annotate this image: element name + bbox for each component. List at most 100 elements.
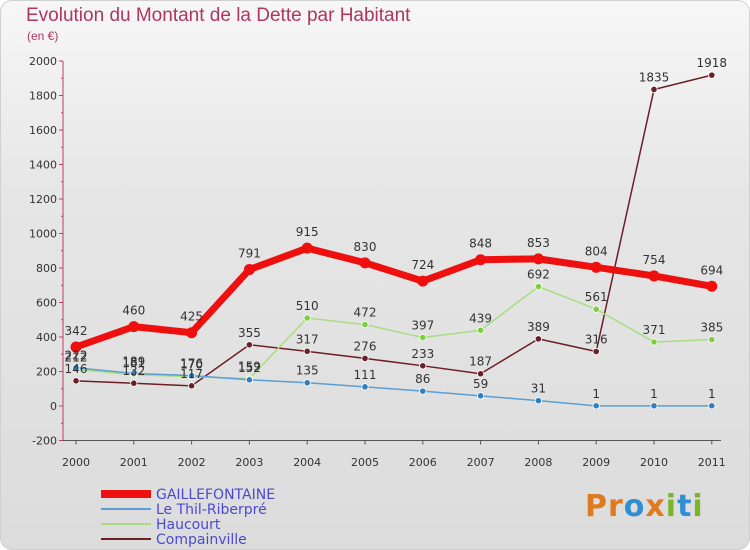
data-point (70, 341, 82, 353)
data-point (72, 377, 80, 385)
data-label: 561 (585, 290, 608, 304)
data-label: 510 (296, 299, 319, 313)
data-label: 754 (643, 253, 666, 267)
y-tick-label: 600 (36, 297, 57, 310)
data-point (419, 387, 427, 395)
y-tick-label: 2000 (29, 55, 57, 68)
data-point (650, 85, 658, 94)
data-point (476, 326, 485, 334)
data-point (592, 305, 600, 313)
data-point (72, 364, 80, 372)
data-label: 222 (65, 349, 88, 363)
data-point (648, 270, 660, 282)
data-label: 371 (643, 323, 666, 337)
data-label: 1835 (639, 70, 670, 84)
y-tick-label: 200 (36, 366, 57, 379)
data-label: 317 (296, 332, 319, 346)
data-point (186, 327, 198, 339)
data-label: 460 (122, 304, 145, 318)
data-point (708, 402, 716, 410)
x-tick-label: 2003 (235, 456, 263, 469)
data-label: 276 (354, 339, 377, 353)
data-point (708, 335, 716, 344)
data-point (361, 320, 369, 329)
data-point (245, 341, 253, 349)
data-label: 135 (296, 364, 319, 378)
data-label: 848 (469, 237, 492, 251)
x-tick-label: 2007 (467, 456, 495, 469)
data-point (476, 370, 485, 378)
data-label: 389 (527, 320, 550, 334)
data-point (650, 402, 658, 410)
series-line-0 (72, 244, 716, 351)
data-point (361, 383, 369, 391)
legend-label: Haucourt (156, 517, 221, 533)
x-tick-label: 2010 (640, 456, 668, 469)
data-point (650, 338, 658, 346)
data-point (534, 283, 543, 291)
data-label: 152 (238, 361, 261, 375)
x-tick-label: 2011 (698, 456, 726, 469)
x-tick-label: 2004 (293, 456, 321, 469)
data-point (303, 314, 311, 322)
data-label: 1918 (697, 56, 728, 70)
data-label: 1 (650, 387, 658, 401)
data-point (419, 362, 427, 370)
data-point (419, 333, 427, 342)
y-tick-label: 1600 (29, 124, 57, 137)
data-label: 31 (531, 382, 546, 396)
data-point (534, 335, 543, 343)
data-label: 1 (708, 387, 716, 401)
data-label: 59 (473, 377, 488, 391)
data-label: 694 (700, 263, 723, 277)
x-tick-label: 2002 (178, 456, 206, 469)
data-point (592, 347, 600, 356)
series-line-3 (75, 74, 713, 387)
data-point (475, 254, 487, 266)
data-point (590, 261, 602, 273)
data-label: 830 (354, 240, 377, 254)
data-label: 397 (411, 319, 434, 333)
legend-label: Compainville (156, 532, 247, 548)
data-label: 791 (238, 247, 261, 261)
data-label: 1 (592, 387, 600, 401)
data-point (303, 379, 311, 387)
data-label: 176 (180, 357, 203, 371)
series-line-1 (75, 366, 713, 407)
y-tick-label: 1800 (29, 90, 57, 103)
data-label: 724 (411, 258, 434, 272)
data-point (303, 347, 311, 355)
data-point (245, 376, 253, 384)
data-point (476, 392, 485, 400)
data-label: 111 (354, 368, 377, 382)
data-label: 187 (469, 355, 492, 369)
x-tick-label: 2001 (120, 456, 148, 469)
data-label: 342 (65, 324, 88, 338)
series-line-2 (75, 285, 713, 380)
chart-title: Evolution du Montant de la Dette par Hab… (26, 5, 411, 26)
data-label: 915 (296, 225, 319, 239)
data-point (534, 397, 543, 405)
data-point (592, 402, 600, 410)
x-tick-label: 2008 (524, 456, 552, 469)
legend-label: Le Thil-Riberpré (156, 502, 267, 518)
data-point (188, 372, 196, 380)
x-tick-label: 2009 (582, 456, 610, 469)
data-label: 316 (585, 332, 608, 346)
data-label: 181 (122, 356, 145, 370)
chart-subtitle: (en €) (27, 29, 59, 43)
data-point (130, 379, 138, 387)
y-tick-label: 0 (50, 400, 57, 413)
y-tick-label: 1000 (29, 228, 57, 241)
data-label: 86 (415, 372, 430, 386)
data-label: 117 (180, 367, 203, 381)
data-label: 425 (180, 310, 203, 324)
y-tick-label: 800 (36, 262, 57, 275)
y-tick-label: 400 (36, 331, 57, 344)
data-label: 189 (122, 354, 145, 368)
data-label: 170 (180, 358, 203, 372)
data-label: 385 (700, 321, 723, 335)
y-tick-label: 1200 (29, 193, 57, 206)
